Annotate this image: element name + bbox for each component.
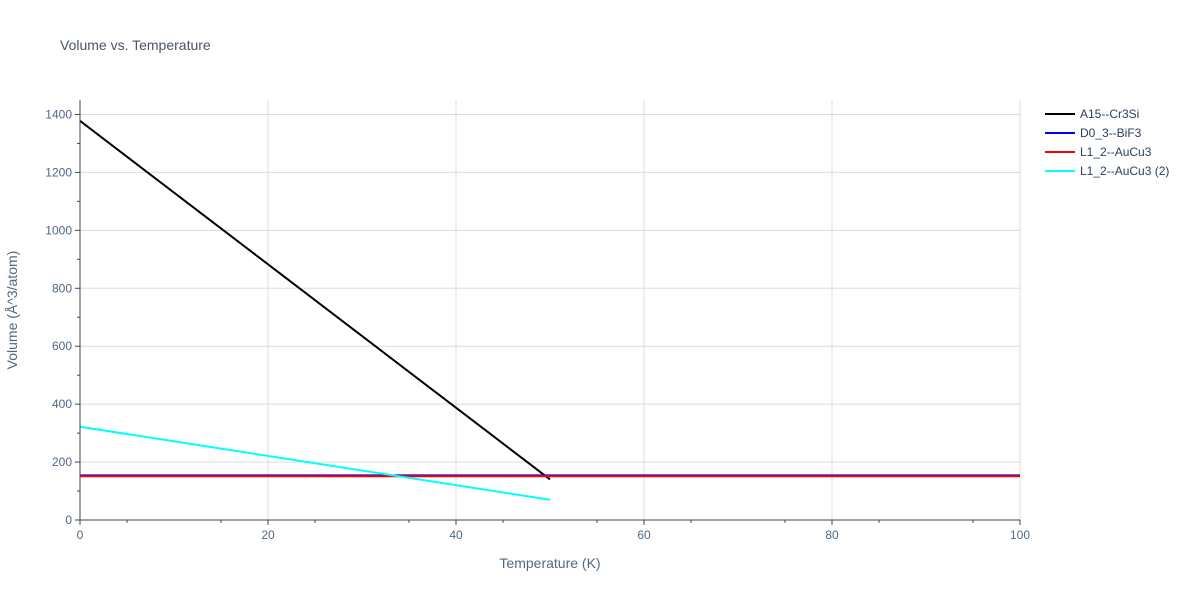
legend-item-label[interactable]: A15--Cr3Si — [1080, 107, 1139, 121]
y-tick-label: 800 — [52, 281, 72, 295]
grid — [80, 100, 1021, 520]
series-line-l1-2-aucu3-2- — [79, 425, 551, 501]
chart-title: Volume vs. Temperature — [60, 37, 211, 53]
x-tick-label: 80 — [825, 528, 839, 542]
y-tick-label: 0 — [65, 513, 72, 527]
x-tick-label: 20 — [261, 528, 275, 542]
y-tick-label: 600 — [52, 339, 72, 353]
x-tick-label: 40 — [449, 528, 463, 542]
y-tick-label: 400 — [52, 397, 72, 411]
x-tick-label: 0 — [77, 528, 84, 542]
legend-item-label[interactable]: L1_2--AuCu3 (2) — [1080, 164, 1169, 178]
x-tick-label: 100 — [1010, 528, 1030, 542]
y-tick-label: 1200 — [45, 165, 72, 179]
legend-item-label[interactable]: D0_3--BiF3 — [1080, 126, 1142, 140]
y-tick-label: 1000 — [45, 223, 72, 237]
series-line-a15-cr3si — [79, 120, 551, 481]
legend-item-label[interactable]: L1_2--AuCu3 — [1080, 145, 1152, 159]
y-axis-label: Volume (Å^3/atom) — [4, 251, 20, 370]
legend: A15--Cr3Si D0_3--BiF3 L1_2--AuCu3 L1_2--AuC… — [1045, 107, 1169, 178]
x-tick-label: 60 — [637, 528, 651, 542]
series-lines — [79, 120, 1020, 501]
y-tick-label: 200 — [52, 455, 72, 469]
y-tick-label: 1400 — [45, 107, 72, 121]
axes — [79, 100, 1020, 521]
x-axis-label: Temperature (K) — [499, 555, 600, 571]
